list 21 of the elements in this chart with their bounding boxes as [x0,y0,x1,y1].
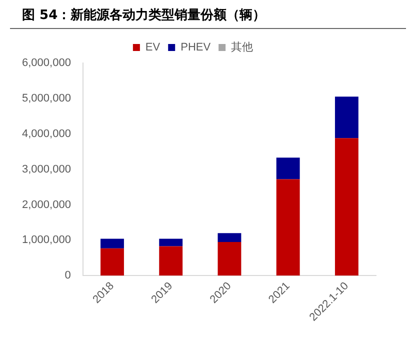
y-tick-label: 0 [64,270,71,282]
y-tick-label: 1,000,000 [22,234,71,246]
legend-label: EV [145,42,161,54]
chart-title: 图 54：新能源各动力类型销量份额（辆） [22,6,266,24]
y-tick-label: 5,000,000 [22,92,71,104]
bar [218,233,242,242]
y-tick-label: 4,000,000 [22,128,71,140]
legend-label: PHEV [180,42,212,54]
y-tick-label: 2,000,000 [22,198,71,211]
y-tick-label: 3,000,000 [22,163,71,176]
legend-label: 其他 [231,40,254,54]
bar [159,246,183,276]
bar [276,158,300,180]
bar [218,242,242,276]
y-tick-label: 6,000,000 [22,57,71,70]
bar [276,179,300,276]
bar [100,238,124,248]
bar [159,238,183,246]
bar [334,138,358,276]
bar [334,96,358,138]
bar [100,248,124,276]
